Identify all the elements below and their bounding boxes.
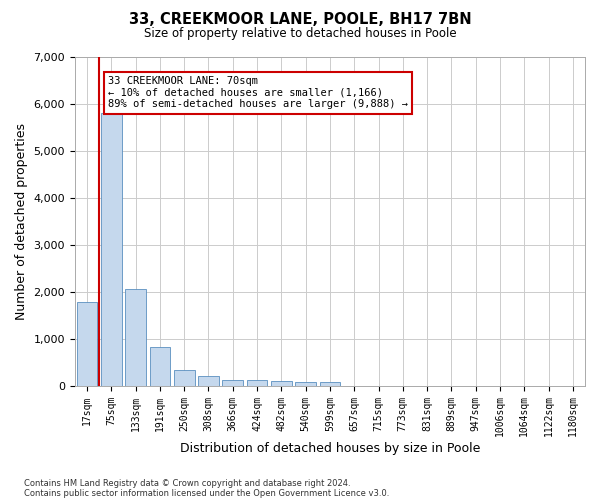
Bar [149, 347, 170, 386]
Text: 33, CREEKMOOR LANE, POOLE, BH17 7BN: 33, CREEKMOOR LANE, POOLE, BH17 7BN [128, 12, 472, 28]
Bar [247, 380, 268, 386]
Text: Contains HM Land Registry data © Crown copyright and database right 2024.: Contains HM Land Registry data © Crown c… [24, 478, 350, 488]
Bar [223, 380, 243, 386]
Bar [198, 376, 219, 386]
Text: Contains public sector information licensed under the Open Government Licence v3: Contains public sector information licen… [24, 488, 389, 498]
Text: Size of property relative to detached houses in Poole: Size of property relative to detached ho… [143, 28, 457, 40]
Bar [174, 370, 194, 386]
Text: 33 CREEKMOOR LANE: 70sqm
← 10% of detached houses are smaller (1,166)
89% of sem: 33 CREEKMOOR LANE: 70sqm ← 10% of detach… [108, 76, 408, 110]
Y-axis label: Number of detached properties: Number of detached properties [15, 122, 28, 320]
Bar [101, 113, 122, 386]
X-axis label: Distribution of detached houses by size in Poole: Distribution of detached houses by size … [180, 442, 480, 455]
Bar [295, 382, 316, 386]
Bar [320, 382, 340, 386]
Bar [77, 302, 97, 386]
Bar [125, 288, 146, 386]
Bar [271, 381, 292, 386]
